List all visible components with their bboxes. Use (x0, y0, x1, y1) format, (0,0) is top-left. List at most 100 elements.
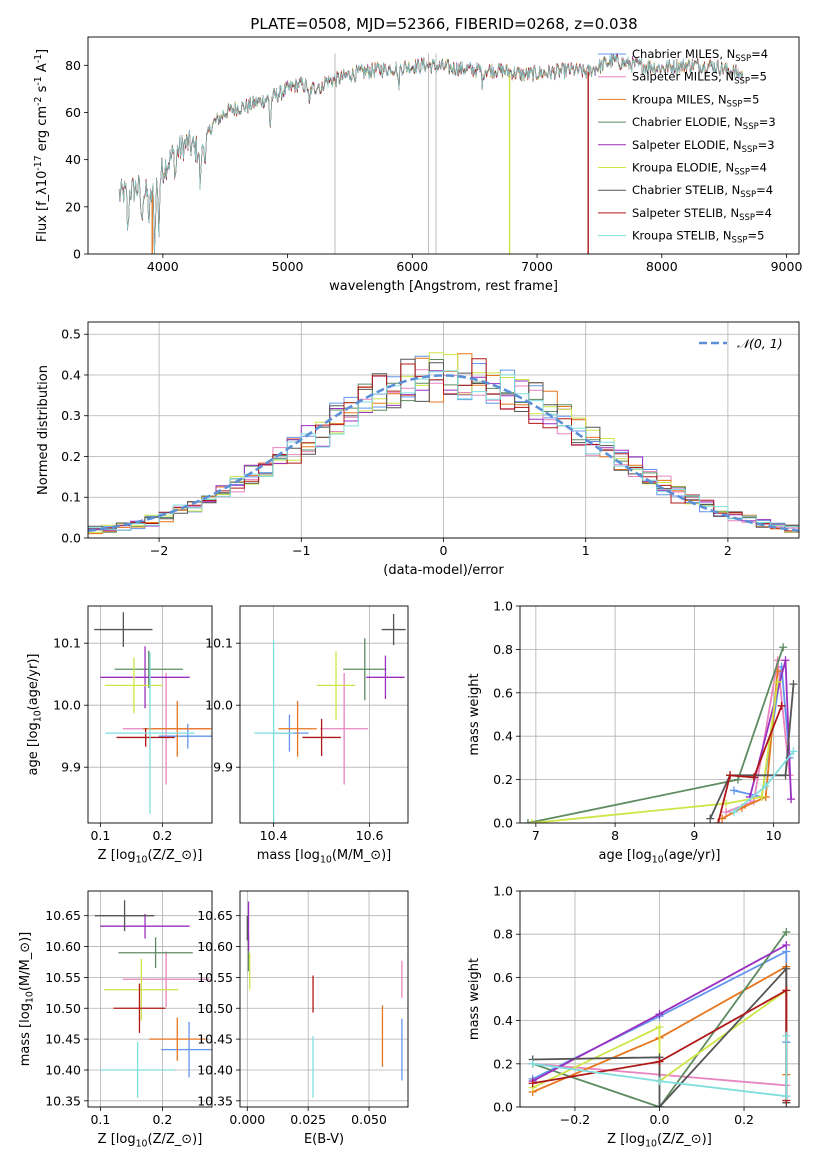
series-marker-chabrier-stelib (655, 1103, 664, 1107)
x-tick-label: 7 (532, 828, 540, 843)
y-tick-label: 0.2 (493, 1056, 513, 1071)
series-marker-kroupa-elodie (655, 1023, 664, 1032)
panel-Z-age: 0.1 0.2 9.9 10.0 10.1 Z [log10(Z/Z_⊙)] age [lo… (26, 605, 213, 866)
spectrum-line-chabrier-miles (118, 53, 743, 254)
series-marker-salpeter-stelib (749, 773, 758, 782)
series-marker-chabrier-stelib (706, 814, 715, 823)
y-tick-label: 10.45 (45, 1032, 81, 1047)
y-tick-label: 0.5 (61, 327, 81, 342)
x-tick-label: 0.2 (734, 1112, 754, 1127)
axes-EBV-mass: 0.000 0.025 0.050 10.35 10.40 10.45 10.50 10.55… (197, 908, 387, 1147)
x-axis-label: Z [log10(Z/Z_⊙)] (98, 848, 203, 866)
y-tick-label: 0.8 (493, 642, 513, 657)
y-tick-label: 9.9 (61, 760, 81, 775)
x-tick-label: 2 (724, 543, 732, 558)
axes-Z-mass: 0.1 0.2 10.35 10.40 10.45 10.50 10.55 10.60 10.6… (18, 908, 202, 1149)
y-tick-label: 0.8 (493, 927, 513, 942)
x-tick-label: 9000 (771, 259, 803, 274)
panel-age-massweight: 7 8 9 10 0.0 0.2 0.4 0.6 0.8 1.0 age [log10(age/yr… (467, 599, 800, 866)
series-marker-kroupa-elodie (527, 819, 536, 823)
x-axis-label: age [log10(age/yr)] (599, 848, 721, 866)
y-tick-label: 0.6 (493, 685, 513, 700)
figure-title: PLATE=0508, MJD=52366, FIBERID=0268, z=0… (250, 15, 637, 33)
legend-label-chabrier-stelib: Chabrier STELIB, NSSP=4 (632, 183, 773, 200)
axes-frame (519, 605, 800, 824)
series-marker-kroupa-elodie (773, 677, 782, 686)
x-tick-label: −0.2 (560, 1112, 590, 1127)
x-tick-label: 0.025 (290, 1112, 326, 1127)
series-marker-kroupa-stelib (730, 808, 739, 817)
x-tick-label: 0.2 (152, 828, 172, 843)
series-line-kroupa-miles (721, 671, 779, 820)
series-marker-salpeter-miles (722, 808, 731, 817)
y-tick-label: 60 (65, 105, 81, 120)
y-tick-label: 20 (65, 199, 81, 214)
y-tick-label: 10.65 (45, 908, 81, 923)
y-tick-label: 10.50 (45, 1001, 81, 1016)
axes-age-massweight: 7 8 9 10 0.0 0.2 0.4 0.6 0.8 1.0 age [log10(age/yr… (467, 599, 782, 866)
series-marker-kroupa-stelib (782, 1031, 791, 1040)
legend-label-salpeter-miles: Salpeter MILES, NSSP=5 (632, 70, 767, 87)
y-tick-label: 0.1 (61, 490, 81, 505)
axes-frame (519, 890, 800, 1108)
legend-label-chabrier-miles: Chabrier MILES, NSSP=4 (632, 47, 768, 64)
x-tick-label: 8 (611, 828, 619, 843)
x-axis-label: Z [log10(Z/Z_⊙)] (607, 1132, 712, 1150)
plot-area-age-massweight (523, 643, 798, 823)
y-axis-label: Flux [f_λ10-17 erg cm-2 s-1 A-1] (33, 49, 50, 242)
series-marker-chabrier-stelib (789, 680, 798, 689)
plot-area-mass-age (254, 614, 406, 823)
y-tick-label: 10.40 (197, 1062, 233, 1077)
y-tick-label: 10.50 (197, 1001, 233, 1016)
y-axis-label: mass weight (467, 673, 482, 755)
x-tick-label: −2 (150, 543, 168, 558)
series-marker-kroupa-stelib (761, 782, 770, 791)
y-tick-label: 10.55 (197, 970, 233, 985)
spectrum-legend: Chabrier MILES, NSSP=4 Salpeter MILES, NS… (598, 47, 776, 246)
y-tick-label: 0.4 (493, 1013, 513, 1028)
x-tick-label: 0.1 (90, 1112, 110, 1127)
axes-Z-massweight: −0.2 0.0 0.2 0.0 0.2 0.4 0.6 0.8 1.0 Z [log10(Z/Z… (467, 884, 754, 1150)
axes-frame (87, 321, 800, 539)
y-tick-label: 80 (65, 58, 81, 73)
axes-mass-age: 10.4 10.6 9.9 10.0 10.1 mass [log10(M/M_⊙)] (205, 636, 391, 866)
y-tick-label: 0 (73, 247, 81, 262)
x-axis-label: (data-model)/error (383, 563, 504, 578)
series-marker-kroupa-stelib (528, 1059, 537, 1068)
legend-label-kroupa-elodie: Kroupa ELODIE, NSSP=4 (632, 161, 767, 178)
x-tick-label: −1 (292, 543, 310, 558)
series-line-chabrier-elodie (532, 931, 788, 1107)
panel-Z-massweight: −0.2 0.0 0.2 0.0 0.2 0.4 0.6 0.8 1.0 Z [log10(Z/Z… (467, 884, 800, 1150)
plot-area-Z-massweight (528, 928, 791, 1107)
x-tick-label: 0.050 (351, 1112, 387, 1127)
x-tick-label: 0.1 (90, 828, 110, 843)
series-marker-salpeter-stelib (777, 701, 786, 710)
series-line-chabrier-elodie (527, 646, 784, 823)
panel-EBV-mass: 0.000 0.025 0.050 10.35 10.40 10.45 10.50 10.55… (197, 890, 409, 1147)
x-tick-label: 9 (690, 828, 698, 843)
y-tick-label: 10.65 (197, 908, 233, 923)
panel-Z-mass: 0.1 0.2 10.35 10.40 10.45 10.50 10.55 10.60 10.6… (18, 890, 213, 1150)
plot-area-residuals (88, 352, 799, 538)
series-marker-salpeter-stelib (655, 1057, 664, 1066)
legend-label-normal: 𝒩(0, 1) (737, 336, 783, 351)
series-marker-salpeter-elodie (655, 1010, 664, 1019)
y-tick-label: 10.60 (45, 939, 81, 954)
x-tick-label: 4000 (147, 259, 179, 274)
series-line-kroupa-elodie (531, 681, 779, 823)
legend-label-kroupa-miles: Kroupa MILES, NSSP=5 (632, 92, 759, 109)
x-tick-label: 10.6 (356, 828, 384, 843)
axes-frame (239, 890, 409, 1108)
series-marker-chabrier-elodie (523, 819, 532, 823)
spectrum-line-salpeter-elodie (118, 53, 743, 254)
series-marker-chabrier-stelib (782, 964, 791, 973)
spectrum-line-kroupa-stelib (118, 53, 743, 254)
plot-area-spectrum (118, 52, 743, 254)
series-line-kroupa-stelib (532, 1035, 788, 1098)
panel-mass-age: 10.4 10.6 9.9 10.0 10.1 mass [log10(M/M_⊙)] (205, 605, 409, 866)
x-tick-label: 0.2 (152, 1112, 172, 1127)
y-tick-label: 1.0 (493, 884, 513, 899)
y-tick-label: 10.1 (205, 636, 233, 651)
series-marker-chabrier-miles (730, 786, 739, 795)
series-marker-kroupa-stelib (655, 1077, 664, 1086)
